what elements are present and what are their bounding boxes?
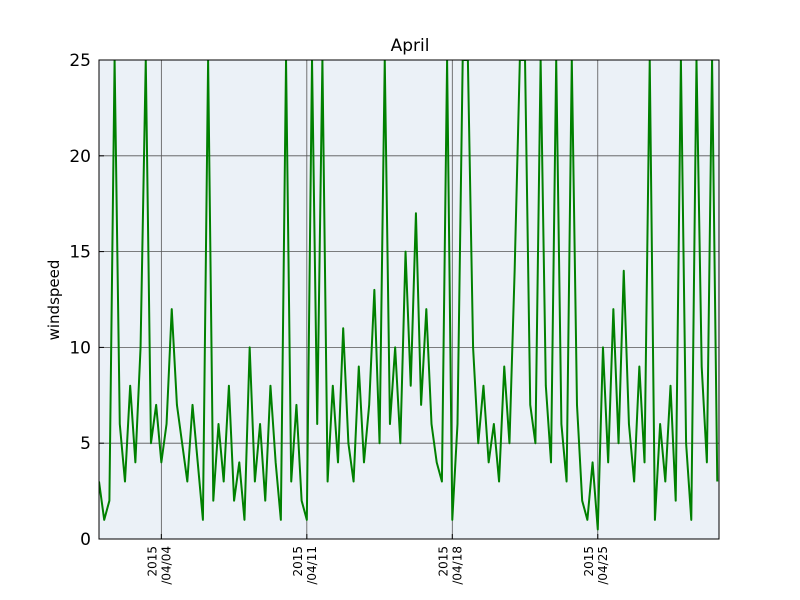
y-tick-label: 20 xyxy=(69,147,91,167)
y-tick-label: 25 xyxy=(69,51,91,71)
x-tick-label-line: /04/11 xyxy=(305,546,319,585)
x-tick-label: 2015/04/04 xyxy=(145,546,173,585)
x-tick-label: 2015/04/11 xyxy=(291,546,319,585)
x-tick-label-line: /04/04 xyxy=(160,546,174,585)
plot-background xyxy=(99,60,719,539)
chart-title: April xyxy=(391,36,430,56)
plot-frame xyxy=(98,59,720,540)
x-tick-label-line: 2015 xyxy=(582,546,596,577)
x-tick-label-line: 2015 xyxy=(436,546,450,577)
y-tick-label: 0 xyxy=(80,530,91,550)
y-axis-label: windspeed xyxy=(45,260,63,341)
x-tick-label-line: 2015 xyxy=(291,546,305,577)
x-tick-label: 2015/04/25 xyxy=(582,546,610,585)
y-tick-label: 5 xyxy=(80,434,91,454)
x-tick-label: 2015/04/18 xyxy=(436,546,464,585)
x-tick-label-line: /04/18 xyxy=(451,546,465,585)
y-tick-label: 10 xyxy=(69,338,91,358)
x-tick-label-line: /04/25 xyxy=(596,546,610,585)
y-tick-label: 15 xyxy=(69,243,91,263)
data-line xyxy=(99,60,719,531)
x-tick-label-line: 2015 xyxy=(145,546,159,577)
